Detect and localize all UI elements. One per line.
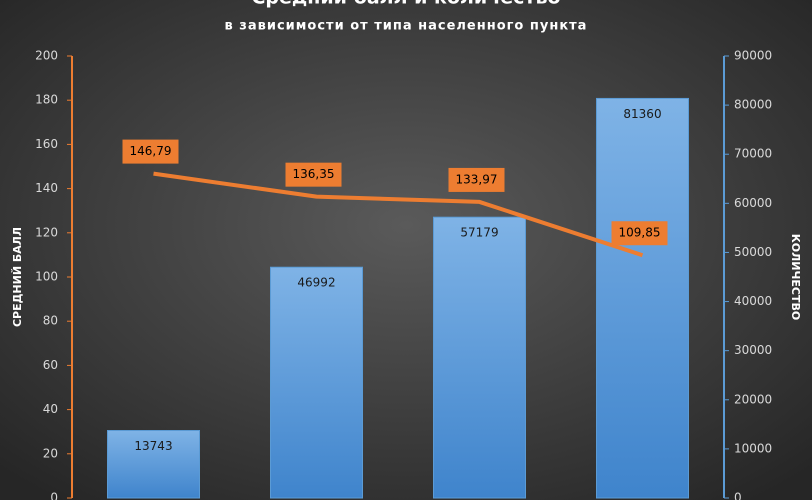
y2-tick-label: 50000 bbox=[734, 245, 772, 259]
value-label-box bbox=[122, 139, 179, 164]
value-label-box bbox=[611, 221, 668, 246]
bar bbox=[596, 97, 689, 499]
bar-value-label: 81360 bbox=[623, 107, 661, 121]
y2-tick-label: 60000 bbox=[734, 196, 772, 210]
y-tick-label: 100 bbox=[35, 270, 58, 284]
chart-title: Средний балл и количество bbox=[251, 0, 560, 9]
line-value-label: 133,97 bbox=[456, 172, 498, 186]
line-value-label: 146,79 bbox=[130, 144, 172, 158]
y2-tick-label: 20000 bbox=[734, 392, 772, 406]
y-tick-label: 20 bbox=[43, 446, 58, 460]
bar bbox=[270, 266, 363, 499]
y2-tick-label: 0 bbox=[734, 491, 742, 500]
y-tick-label: 120 bbox=[35, 225, 58, 239]
bar bbox=[107, 430, 200, 499]
y2-axis-title: КОЛИЧЕСТВО bbox=[789, 234, 802, 320]
y-tick-label: 180 bbox=[35, 93, 58, 107]
y-tick-label: 140 bbox=[35, 181, 58, 195]
line-value-label: 136,35 bbox=[293, 167, 335, 181]
y2-tick-label: 10000 bbox=[734, 441, 772, 455]
y2-tick-label: 30000 bbox=[734, 343, 772, 357]
y2-tick-label: 40000 bbox=[734, 294, 772, 308]
y-tick-label: 200 bbox=[35, 49, 58, 63]
y-tick-label: 0 bbox=[50, 491, 58, 500]
value-label-box bbox=[285, 162, 342, 187]
y2-tick-label: 90000 bbox=[734, 49, 772, 63]
bar bbox=[433, 216, 526, 499]
y-tick-label: 160 bbox=[35, 137, 58, 151]
bar-value-label: 57179 bbox=[460, 226, 498, 240]
bar-value-label: 46992 bbox=[297, 276, 335, 290]
chart-subtitle: в зависимости от типа населенного пункта bbox=[225, 19, 588, 34]
line bbox=[153, 171, 644, 258]
y2-tick-label: 80000 bbox=[734, 98, 772, 112]
y2-tick-label: 70000 bbox=[734, 147, 772, 161]
y-tick-label: 80 bbox=[43, 314, 58, 328]
y-tick-label: 60 bbox=[43, 358, 58, 372]
line-value-label: 109,85 bbox=[619, 226, 661, 240]
bar-value-label: 13743 bbox=[134, 439, 172, 453]
value-label-box bbox=[448, 167, 505, 192]
y-tick-label: 40 bbox=[43, 402, 58, 416]
y-axis-title: СРЕДНИЙ БАЛЛ bbox=[11, 227, 24, 327]
